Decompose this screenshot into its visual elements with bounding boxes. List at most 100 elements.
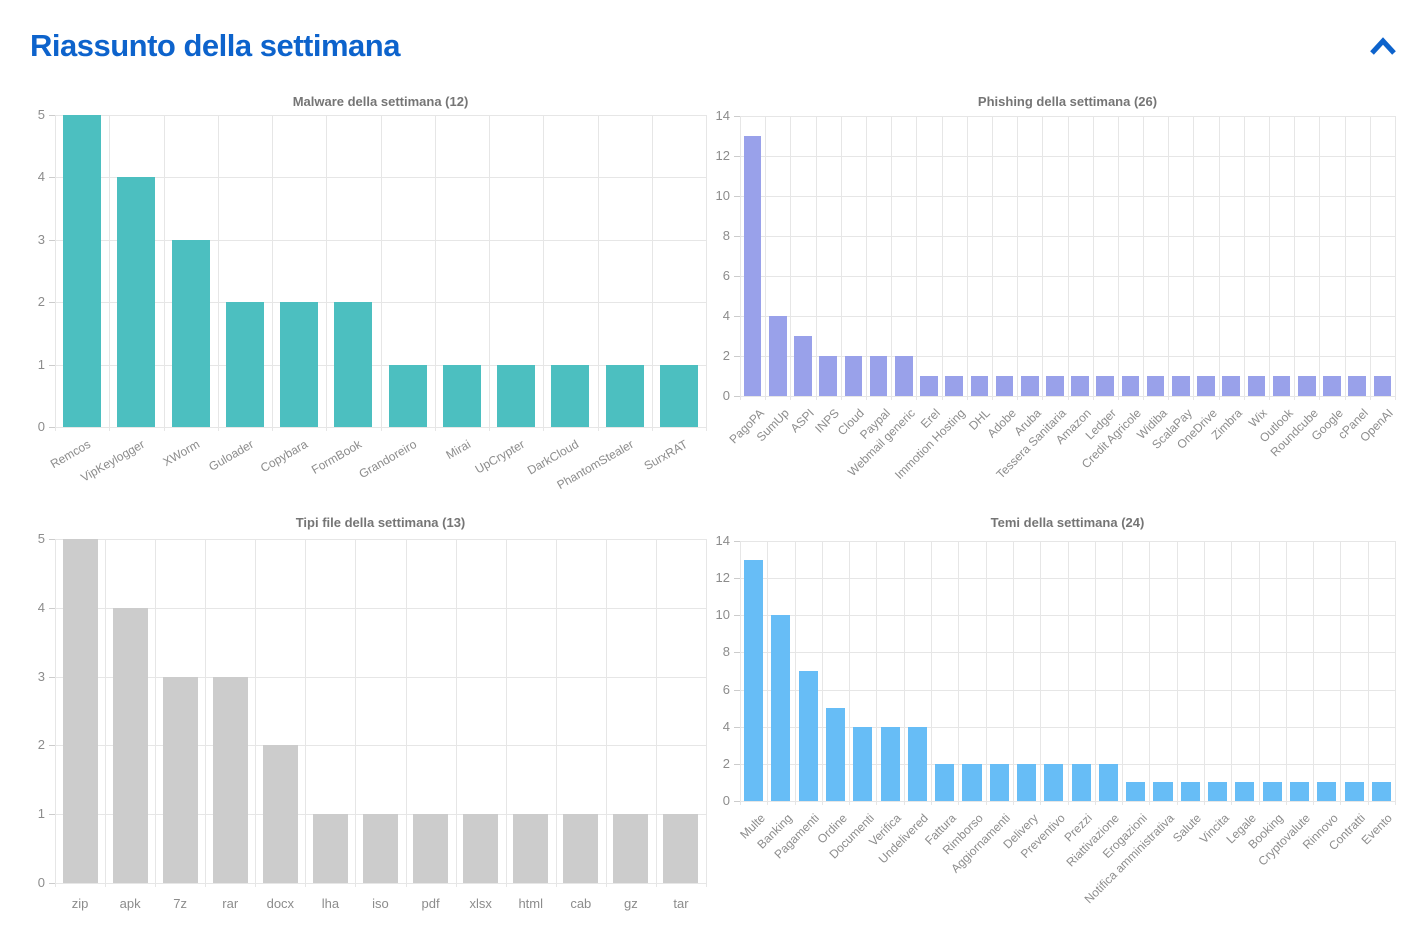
v-gridline: [597, 115, 599, 431]
bar-Contratti[interactable]: [1344, 782, 1364, 801]
bar-PhantomStealer[interactable]: [605, 364, 644, 427]
bar-Amazon[interactable]: [1071, 376, 1089, 396]
bar-Widiba[interactable]: [1146, 376, 1165, 396]
v-gridline: [767, 541, 769, 805]
bar-Rimborso[interactable]: [962, 763, 982, 801]
bar-Preventivo[interactable]: [1044, 763, 1064, 801]
bar-iso[interactable]: [362, 814, 399, 883]
bar-zip[interactable]: [62, 539, 98, 883]
bar-Copybara[interactable]: [280, 302, 319, 427]
bar-PagoPA[interactable]: [743, 136, 762, 396]
bar-Prezzi[interactable]: [1071, 763, 1091, 801]
y-axis-tick: [734, 116, 740, 117]
bar-SurxRAT[interactable]: [659, 364, 698, 427]
bar-DHL[interactable]: [970, 376, 989, 396]
v-gridline: [1067, 541, 1069, 805]
bar-pdf[interactable]: [413, 814, 449, 883]
bar-Undelivered[interactable]: [907, 726, 927, 801]
v-gridline: [1313, 541, 1315, 805]
bar-Remcos[interactable]: [63, 115, 102, 427]
bar-Mirai[interactable]: [442, 364, 481, 427]
x-axis-label: Grandoreiro: [356, 437, 419, 482]
bar-cab[interactable]: [563, 814, 599, 883]
bar-Zimbra[interactable]: [1222, 376, 1241, 396]
bar-Rinnovo[interactable]: [1317, 782, 1337, 801]
bar-7z[interactable]: [162, 676, 198, 883]
y-axis-label: 12: [715, 148, 730, 163]
bar-Ordine[interactable]: [825, 708, 846, 801]
v-gridline: [205, 539, 207, 887]
v-gridline: [1231, 541, 1233, 805]
bar-Aruba[interactable]: [1020, 376, 1039, 396]
collapse-section-button[interactable]: [1365, 34, 1401, 62]
bar-Erogazioni[interactable]: [1126, 782, 1146, 801]
bar-OneDrive[interactable]: [1197, 376, 1215, 396]
bar-gz[interactable]: [613, 814, 649, 883]
bar-Tessera Sanitaria[interactable]: [1046, 376, 1064, 396]
x-axis-label: rar: [222, 896, 239, 911]
v-gridline: [1285, 541, 1287, 805]
x-axis-label: UpCrypter: [472, 437, 528, 477]
bar-ScalaPay[interactable]: [1172, 376, 1190, 396]
bar-apk[interactable]: [112, 607, 148, 883]
chart-malware: Malware della settimana (12) 0 1 2 3 4 5 Remco…: [0, 88, 711, 508]
bar-Banking[interactable]: [771, 615, 791, 801]
bar-lha[interactable]: [312, 814, 348, 883]
bar-Riattivazione[interactable]: [1098, 763, 1118, 801]
y-axis-label: 0: [37, 875, 45, 890]
bar-Multe[interactable]: [744, 559, 764, 801]
bar-SumUp[interactable]: [768, 316, 787, 396]
bar-Vincita[interactable]: [1208, 782, 1228, 801]
bar-Erel[interactable]: [920, 376, 938, 396]
bar-Webmail generic[interactable]: [894, 356, 913, 396]
y-axis-label: 3: [37, 668, 45, 684]
bar-Adobe[interactable]: [995, 376, 1014, 396]
bar-cPanel[interactable]: [1348, 376, 1367, 396]
bar-Documenti[interactable]: [853, 726, 873, 801]
v-gridline: [605, 539, 607, 887]
bar-Booking[interactable]: [1262, 782, 1282, 801]
bar-html[interactable]: [513, 814, 549, 883]
bar-Wix[interactable]: [1247, 376, 1266, 396]
bar-Google[interactable]: [1323, 376, 1341, 396]
bar-xlsx[interactable]: [463, 814, 499, 883]
y-axis-tick: [734, 316, 740, 317]
bar-Evento[interactable]: [1371, 782, 1391, 801]
h-gridline: [55, 676, 706, 678]
bar-Grandoreiro[interactable]: [388, 364, 427, 427]
bar-Delivery[interactable]: [1017, 763, 1037, 801]
bar-Immotion Hosting[interactable]: [945, 376, 963, 396]
bar-INPS[interactable]: [819, 356, 837, 396]
bar-Cloud[interactable]: [844, 356, 863, 396]
bar-Pagamenti[interactable]: [798, 671, 818, 801]
bar-Aggiornamenti[interactable]: [989, 763, 1009, 801]
x-axis-label: Guloader: [206, 437, 256, 474]
bar-Guloader[interactable]: [225, 302, 264, 427]
y-axis-tick: [734, 356, 740, 357]
bar-Paypal[interactable]: [869, 356, 888, 396]
bar-docx[interactable]: [262, 745, 298, 883]
v-gridline: [821, 541, 823, 805]
bar-OpenAI[interactable]: [1373, 376, 1392, 396]
bar-ASPI[interactable]: [794, 336, 812, 396]
bar-Ledger[interactable]: [1096, 376, 1115, 396]
bar-Legale[interactable]: [1235, 782, 1255, 801]
bar-tar[interactable]: [663, 814, 699, 883]
bar-Cryptovalute[interactable]: [1289, 782, 1310, 801]
v-gridline: [903, 541, 905, 805]
v-gridline: [891, 116, 893, 400]
bar-Fattura[interactable]: [935, 763, 955, 801]
bar-rar[interactable]: [212, 676, 248, 883]
bar-VipKeylogger[interactable]: [117, 177, 156, 427]
bar-Roundcube[interactable]: [1298, 376, 1316, 396]
bar-Salute[interactable]: [1180, 782, 1200, 801]
bar-Verifica[interactable]: [880, 726, 900, 801]
bar-Outlook[interactable]: [1272, 376, 1291, 396]
bar-XWorm[interactable]: [171, 239, 210, 427]
bar-FormBook[interactable]: [334, 302, 373, 427]
bar-Credit Agricole[interactable]: [1121, 376, 1140, 396]
bar-DarkCloud[interactable]: [551, 364, 590, 427]
v-gridline: [55, 539, 56, 887]
bar-UpCrypter[interactable]: [497, 364, 536, 427]
bar-Notifica amministrativa[interactable]: [1153, 782, 1173, 801]
